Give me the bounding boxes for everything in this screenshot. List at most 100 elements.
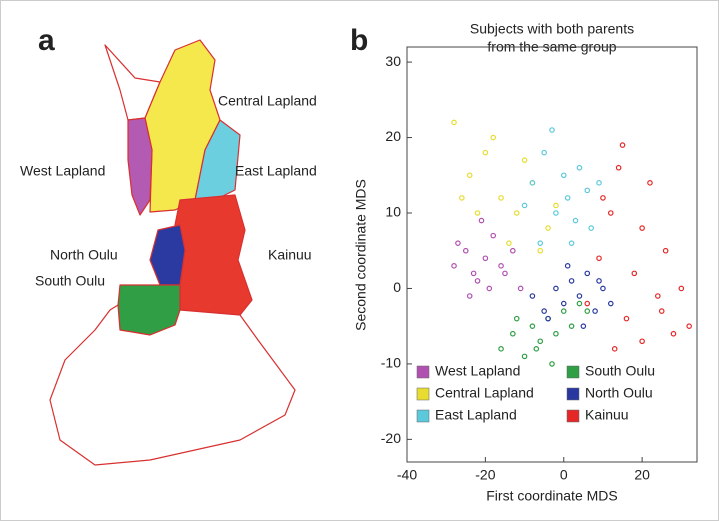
- point: [498, 346, 504, 352]
- y-tick-label: 20: [385, 128, 401, 144]
- map-label: West Lapland: [20, 163, 105, 179]
- point: [537, 338, 544, 345]
- point: [529, 180, 536, 186]
- point: [537, 247, 544, 254]
- point: [521, 353, 528, 360]
- y-tick-label: -10: [381, 355, 401, 371]
- point: [658, 308, 665, 314]
- legend-label: East Lapland: [435, 407, 517, 423]
- point: [639, 225, 645, 231]
- point: [529, 293, 536, 299]
- legend-swatch: [416, 365, 430, 379]
- point: [521, 202, 528, 209]
- legend-swatch: [416, 387, 430, 401]
- legend-label: West Lapland: [435, 363, 520, 379]
- map: [49, 39, 296, 466]
- point: [545, 315, 551, 322]
- panel-label: b: [350, 24, 368, 57]
- point: [564, 195, 571, 201]
- point: [510, 330, 516, 337]
- panel-label: a: [38, 24, 55, 57]
- map-label: North Oulu: [50, 247, 118, 263]
- point: [466, 293, 473, 299]
- point: [576, 293, 583, 299]
- point: [553, 202, 559, 209]
- point: [568, 278, 575, 284]
- legend-label: Kainuu: [585, 407, 629, 423]
- point: [631, 270, 638, 277]
- point: [466, 172, 473, 179]
- point: [455, 240, 461, 246]
- point: [588, 225, 594, 231]
- x-tick-label: 0: [560, 467, 568, 483]
- point: [623, 315, 630, 322]
- point: [662, 247, 669, 254]
- point: [600, 285, 606, 292]
- point: [576, 300, 583, 307]
- point: [564, 263, 571, 269]
- point: [639, 338, 645, 345]
- point: [498, 263, 504, 269]
- point: [607, 300, 614, 307]
- point: [584, 270, 591, 277]
- point: [474, 210, 481, 216]
- point: [560, 172, 567, 179]
- point: [592, 308, 598, 314]
- point: [541, 149, 547, 156]
- plot-frame: [406, 46, 698, 463]
- x-tick-label: -40: [397, 467, 417, 483]
- point: [560, 308, 567, 314]
- point: [482, 149, 489, 156]
- point: [459, 195, 465, 201]
- point: [619, 142, 626, 148]
- point: [686, 323, 692, 329]
- legend-label: North Oulu: [585, 385, 653, 401]
- point: [541, 308, 547, 314]
- point: [513, 210, 520, 216]
- map-label: Central Lapland: [218, 93, 317, 109]
- legend-swatch: [566, 365, 580, 379]
- point: [549, 127, 555, 133]
- point: [553, 285, 559, 292]
- point: [584, 300, 591, 307]
- point: [580, 323, 587, 329]
- point: [568, 240, 575, 246]
- point: [529, 323, 536, 329]
- point: [490, 232, 497, 239]
- point: [607, 210, 614, 216]
- point: [486, 285, 493, 292]
- x-tick-label: 20: [634, 467, 650, 483]
- point: [678, 285, 685, 292]
- x-axis-label: First coordinate MDS: [486, 488, 617, 504]
- point: [655, 293, 661, 299]
- point: [533, 346, 540, 352]
- point: [482, 255, 489, 262]
- y-tick-label: 0: [393, 279, 401, 295]
- map-label: Kainuu: [268, 247, 312, 263]
- point: [513, 315, 520, 322]
- point: [584, 308, 591, 314]
- legend-swatch: [566, 409, 580, 423]
- point: [568, 323, 575, 329]
- point: [474, 278, 481, 284]
- point: [537, 240, 544, 246]
- point: [451, 119, 457, 126]
- point: [553, 210, 559, 216]
- legend-swatch: [416, 409, 430, 423]
- point: [584, 187, 591, 194]
- legend-label: South Oulu: [585, 363, 655, 379]
- point: [611, 346, 618, 352]
- map-label: South Oulu: [35, 273, 105, 289]
- point: [478, 217, 485, 224]
- point: [521, 157, 528, 163]
- point: [517, 285, 524, 292]
- x-tick-label: -20: [475, 467, 495, 483]
- point: [600, 195, 606, 201]
- point: [560, 300, 567, 307]
- point: [462, 247, 469, 254]
- point: [596, 278, 602, 284]
- y-tick-label: 10: [385, 204, 401, 220]
- map-region: [127, 117, 153, 216]
- point: [502, 270, 508, 277]
